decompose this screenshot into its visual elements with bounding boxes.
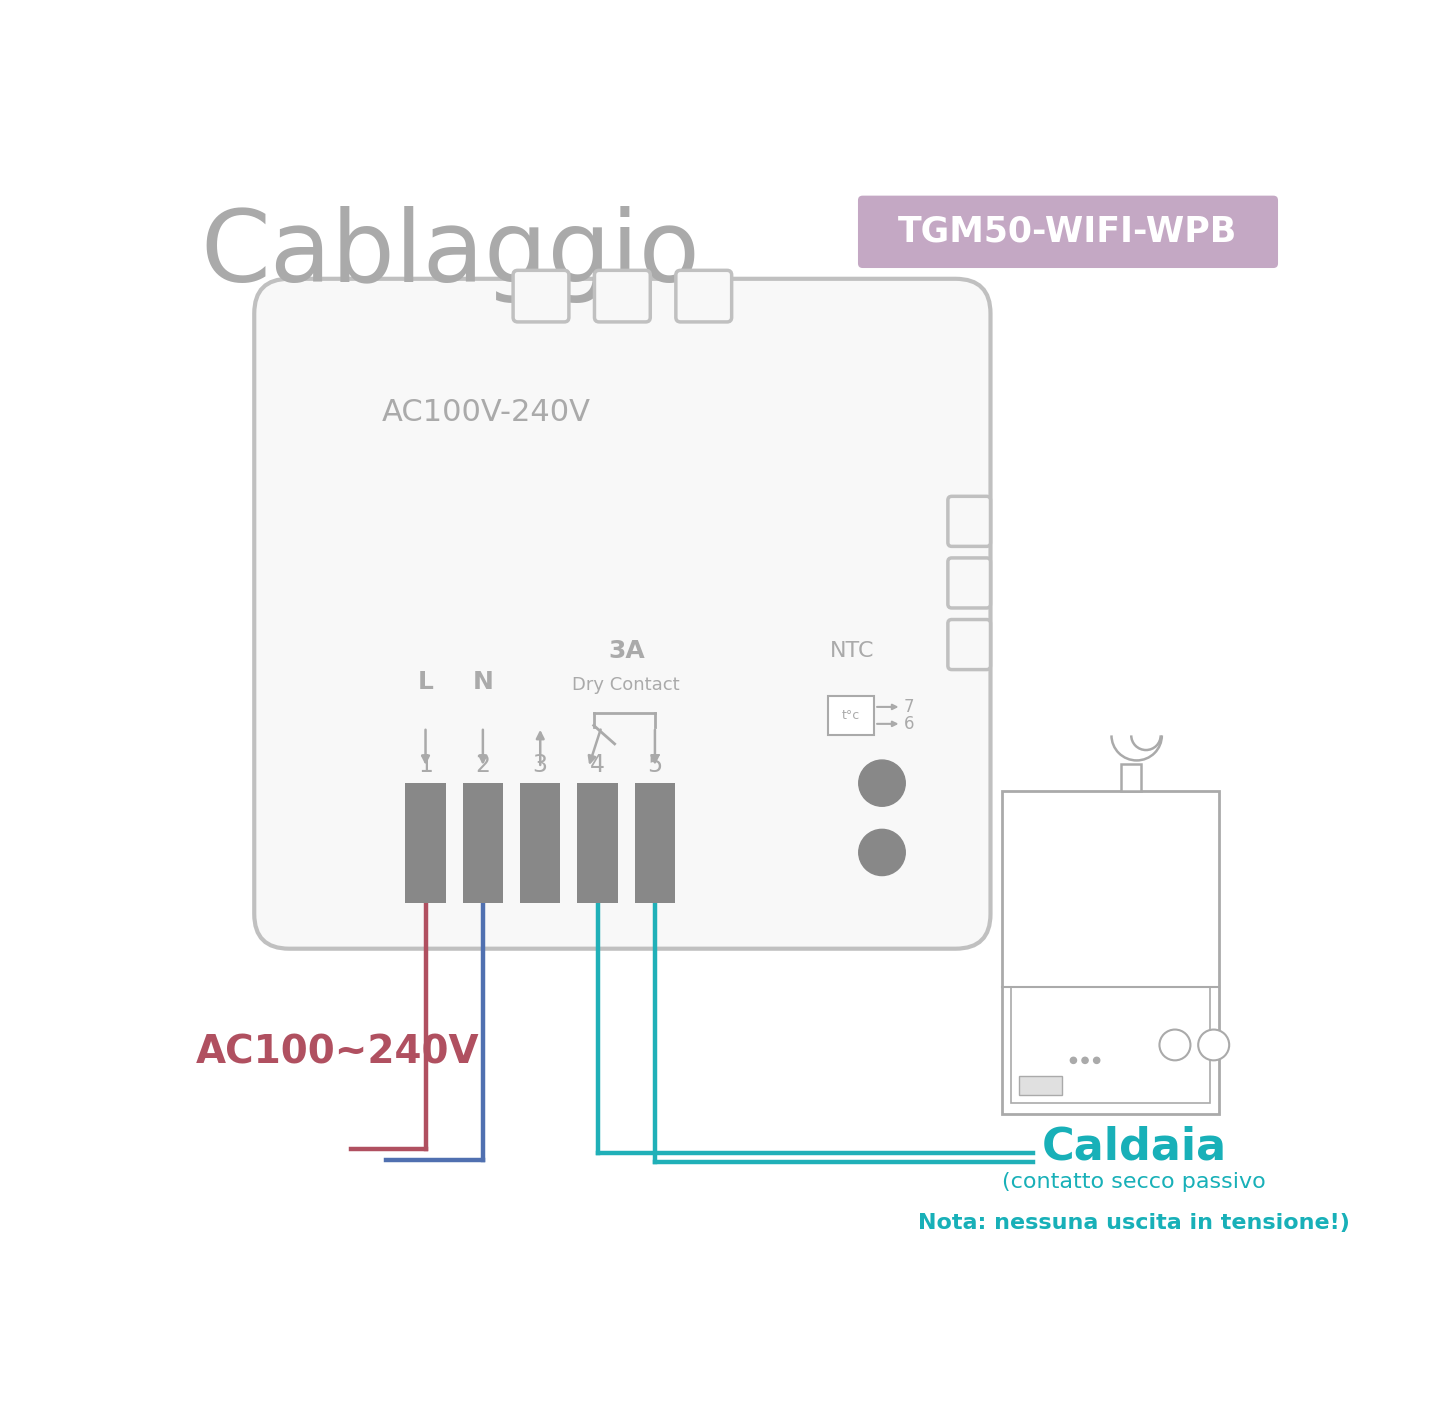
Bar <box>634 784 675 902</box>
Text: 5: 5 <box>647 752 663 777</box>
Bar <box>462 784 503 902</box>
Text: AC100~240V: AC100~240V <box>197 1033 480 1072</box>
Text: 4: 4 <box>590 752 605 777</box>
FancyBboxPatch shape <box>858 195 1277 268</box>
Bar <box>1003 791 1220 1114</box>
Circle shape <box>1082 1057 1088 1063</box>
Bar <box>828 697 874 735</box>
FancyBboxPatch shape <box>254 279 990 949</box>
FancyBboxPatch shape <box>513 271 569 322</box>
FancyBboxPatch shape <box>676 271 731 322</box>
Text: Cablaggio: Cablaggio <box>199 205 699 302</box>
Text: Caldaia: Caldaia <box>1042 1126 1227 1168</box>
Bar <box>1011 988 1209 1103</box>
Text: (contatto secco passivo: (contatto secco passivo <box>1001 1171 1266 1191</box>
Text: 7: 7 <box>903 698 915 715</box>
FancyBboxPatch shape <box>594 271 650 322</box>
FancyBboxPatch shape <box>948 559 990 608</box>
Circle shape <box>1094 1057 1100 1063</box>
FancyBboxPatch shape <box>948 496 990 546</box>
Text: NTC: NTC <box>831 641 874 661</box>
Text: 6: 6 <box>903 715 915 732</box>
Text: 1: 1 <box>418 752 434 777</box>
Text: N: N <box>473 670 493 694</box>
Circle shape <box>858 829 905 875</box>
Text: L: L <box>418 670 434 694</box>
Bar <box>578 784 617 902</box>
FancyBboxPatch shape <box>948 620 990 670</box>
Bar <box>1121 764 1142 791</box>
Text: AC100V-240V: AC100V-240V <box>381 398 591 428</box>
Text: 2: 2 <box>475 752 490 777</box>
Text: TGM50-WIFI-WPB: TGM50-WIFI-WPB <box>899 215 1238 249</box>
Text: Nota: nessuna uscita in tensione!): Nota: nessuna uscita in tensione!) <box>918 1213 1350 1233</box>
Circle shape <box>858 760 905 807</box>
Text: 3A: 3A <box>608 638 644 663</box>
Text: Dry Contact: Dry Contact <box>572 675 681 694</box>
Circle shape <box>1071 1057 1077 1063</box>
Bar <box>406 784 445 902</box>
Circle shape <box>1198 1029 1230 1060</box>
Bar <box>1019 1076 1062 1094</box>
Text: t°c: t°c <box>842 708 860 722</box>
Bar <box>520 784 561 902</box>
Text: 3: 3 <box>533 752 548 777</box>
Circle shape <box>1159 1029 1191 1060</box>
